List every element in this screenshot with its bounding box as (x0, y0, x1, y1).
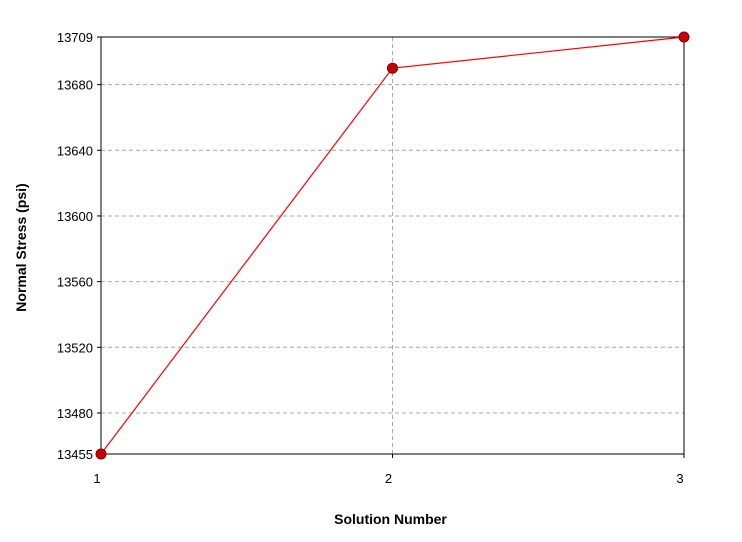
y-tick-label: 13640 (57, 143, 93, 158)
y-tick-label: 13480 (57, 406, 93, 421)
y-tick-label: 13520 (57, 340, 93, 355)
data-point (678, 31, 690, 43)
x-tick-label: 1 (93, 471, 100, 486)
x-axis-title: Solution Number (334, 511, 447, 527)
series-layer (95, 31, 690, 460)
x-tick-label: 3 (676, 471, 683, 486)
y-axis-ticks: 13455 13480 13520 13560 13600 13640 13680 13709 (57, 30, 101, 462)
y-tick-label: 13455 (57, 447, 93, 462)
grid-lines (101, 37, 684, 454)
y-tick-label: 13709 (57, 30, 93, 45)
x-axis-ticks: 1 2 3 (93, 454, 685, 486)
y-tick-label: 13600 (57, 209, 93, 224)
y-tick-label: 13680 (57, 78, 93, 93)
data-point (95, 448, 107, 460)
y-tick-label: 13560 (57, 275, 93, 290)
y-axis-title: Normal Stress (psi) (13, 183, 29, 311)
series-line (100, 36, 685, 455)
data-point (387, 62, 398, 74)
x-tick-label: 2 (385, 471, 392, 486)
plot-area (100, 36, 685, 455)
